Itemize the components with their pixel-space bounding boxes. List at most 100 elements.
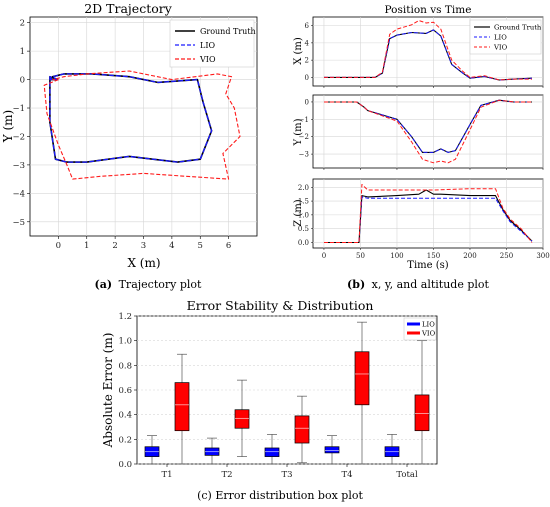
- position-legend: Ground Truth LIO VIO: [469, 19, 542, 55]
- traj-series-vio: [43, 70, 241, 180]
- pos-ytick-label: −2: [299, 133, 309, 141]
- traj-xtick-label: 3: [141, 241, 146, 251]
- pos-xtick-label: 150: [427, 252, 440, 260]
- box-lio-t1: [144, 435, 160, 465]
- trajectory-xlabel: X (m): [127, 256, 160, 270]
- pos-legend-vio: VIO: [493, 44, 508, 52]
- pos-ytick-label: 0: [305, 74, 309, 82]
- traj-xtick-label: 0: [56, 241, 61, 251]
- traj-ytick-label: −4: [12, 189, 25, 199]
- box-vio-t1: [174, 353, 190, 465]
- box-category-label: T2: [221, 470, 232, 480]
- pos-series-pos_z-ground-truth: [324, 189, 533, 244]
- box-legend-vio: VIO: [421, 330, 436, 338]
- box-lio-t3: [264, 434, 280, 465]
- caption-b-text: x, y, and altitude plot: [372, 278, 490, 291]
- caption-a: (a) Trajectory plot: [95, 278, 202, 291]
- box-lio-t2: [204, 437, 220, 465]
- box-category-label: T1: [161, 470, 172, 480]
- pos-ytick-label: 6: [305, 22, 310, 30]
- box-ytick-label: 1.2: [118, 312, 132, 322]
- pos-ytick-label: 0: [305, 98, 309, 106]
- pos-ytick-label: −1: [299, 116, 309, 124]
- trajectory-panel: 2D Trajectory 0 1 2 3 4 5 6 2 1 0 −1 −2 −3 −4 −5 X (m)…: [1, 1, 258, 270]
- pos-ytick-label: −3: [299, 151, 309, 159]
- pos-ytick-label: 1.5: [298, 198, 309, 206]
- pos-ytick-label: 0.0: [298, 239, 309, 247]
- pos-xtick-label: 100: [390, 252, 403, 260]
- box-vio-t4: [354, 321, 370, 465]
- pos-ytick-label: 2.0: [298, 184, 309, 192]
- traj-ytick-label: −3: [12, 161, 25, 171]
- trajectory-ylabel: Y (m): [1, 110, 15, 143]
- box-lio-t4: [324, 435, 340, 465]
- traj-xtick-label: 4: [169, 241, 174, 251]
- traj-xtick-label: 2: [112, 241, 117, 251]
- box-lio-total: [384, 434, 400, 465]
- box-iqr: [354, 351, 370, 406]
- traj-ytick-label: −5: [12, 218, 25, 228]
- box-ytick-label: 0.4: [118, 411, 132, 421]
- box-ytick-label: 1.0: [118, 337, 132, 347]
- pos-series-pos_z-lio: [324, 196, 533, 243]
- box-ytick-label: 0.8: [118, 361, 132, 371]
- legend-ground-truth: Ground Truth: [200, 27, 256, 36]
- box-iqr: [414, 394, 430, 432]
- traj-xtick-label: 6: [226, 241, 231, 251]
- pos-xtick-label: 300: [536, 252, 549, 260]
- pos-xtick-label: 50: [356, 252, 365, 260]
- traj-ytick-label: 2: [20, 19, 25, 29]
- box-iqr: [234, 409, 250, 429]
- pos-legend-lio: LIO: [494, 34, 507, 42]
- caption-b-label: (b): [347, 278, 365, 291]
- box-iqr: [294, 415, 310, 444]
- pos-series-pos_y-vio: [324, 99, 532, 164]
- box-panel: Error Stability & Distribution 0.0 0.2 0.4…: [101, 298, 438, 480]
- traj-xtick-label: 1: [84, 241, 89, 251]
- traj-xtick-label: 5: [198, 241, 203, 251]
- caption-a-text: Trajectory plot: [119, 278, 202, 291]
- caption-c: (c) Error distribution box plot: [197, 489, 363, 502]
- position-title: Position vs Time: [385, 4, 472, 16]
- box-legend: LIO VIO: [403, 317, 437, 341]
- traj-ytick-label: 0: [20, 76, 25, 86]
- box-ylabel: Absolute Error (m): [101, 333, 115, 449]
- pos-legend-ground-truth: Ground Truth: [494, 24, 542, 32]
- pos-x-ylabel: X (m): [293, 37, 304, 65]
- box-vio-t3: [294, 395, 310, 464]
- pos-xlabel: Time (s): [407, 260, 448, 271]
- pos-xtick-label: 250: [500, 252, 513, 260]
- box-iqr: [174, 382, 190, 432]
- traj-series-ground-truth: [49, 73, 213, 163]
- traj-ytick-label: 1: [20, 47, 25, 57]
- box-ytick-label: 0.2: [118, 435, 132, 445]
- pos-z-frame: [312, 178, 544, 249]
- box-vio-t2: [234, 379, 250, 457]
- pos-series-pos_y-ground-truth: [324, 99, 532, 153]
- traj-ytick-label: −2: [12, 132, 25, 142]
- pos-z-ylabel: Z (m): [293, 199, 304, 227]
- pos-xtick-label: 200: [463, 252, 476, 260]
- position-panel: Position vs Time 0 2 4 6 0 −1 −2 −3 0 50 100 150 200…: [293, 4, 550, 271]
- legend-vio: VIO: [199, 55, 216, 64]
- box-vio-total: [414, 340, 430, 465]
- pos-series-pos_z-vio: [324, 184, 533, 243]
- box-iqr: [324, 446, 340, 454]
- box-ytick-label: 0.6: [118, 386, 132, 396]
- legend-lio: LIO: [200, 41, 215, 50]
- box-ytick-label: 0.0: [118, 460, 132, 470]
- box-legend-lio: LIO: [422, 321, 435, 329]
- pos-ytick-label: 2: [305, 57, 309, 65]
- pos-ytick-label: 1.0: [298, 211, 309, 219]
- box-iqr: [264, 447, 280, 457]
- trajectory-legend: Ground Truth LIO VIO: [169, 19, 256, 68]
- box-category-label: T4: [341, 470, 352, 480]
- caption-a-label: (a): [95, 278, 113, 291]
- pos-ytick-label: 4: [305, 39, 310, 47]
- pos-xtick-label: 0: [322, 252, 326, 260]
- pos-y-ylabel: Y (m): [293, 118, 304, 146]
- caption-b: (b) x, y, and altitude plot: [347, 278, 489, 291]
- traj-ytick-label: −1: [12, 104, 25, 114]
- pos-y-frame: [312, 94, 544, 169]
